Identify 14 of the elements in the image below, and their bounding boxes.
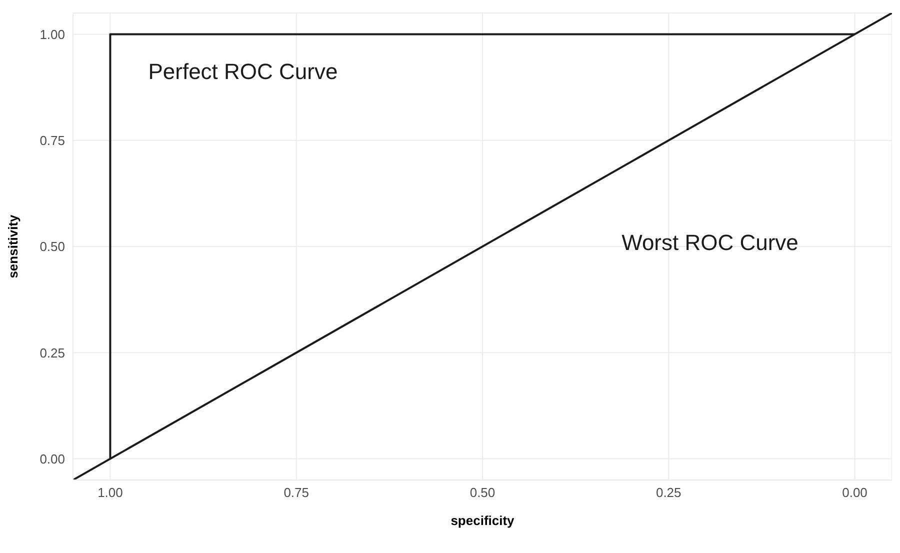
y-tick-label: 0.50: [40, 239, 65, 254]
x-tick-label: 0.50: [470, 485, 496, 500]
x-tick-label: 0.75: [284, 485, 310, 500]
y-tick-label: 0.75: [40, 132, 65, 148]
y-tick-label: 0.00: [40, 451, 65, 466]
y-tick-label: 0.25: [40, 345, 65, 360]
x-tick-label: 0.25: [656, 485, 682, 500]
x-tick-label: 1.00: [98, 485, 123, 500]
x-axis-title: specificity: [450, 513, 516, 528]
y-axis-title: sensitivity: [6, 214, 21, 278]
x-tick-label: 0.00: [842, 485, 868, 500]
text: Worst ROC Curve: [622, 230, 798, 255]
series-label: Perfect ROC Curve: [148, 59, 338, 84]
y-tick-label: 1.00: [40, 26, 65, 42]
